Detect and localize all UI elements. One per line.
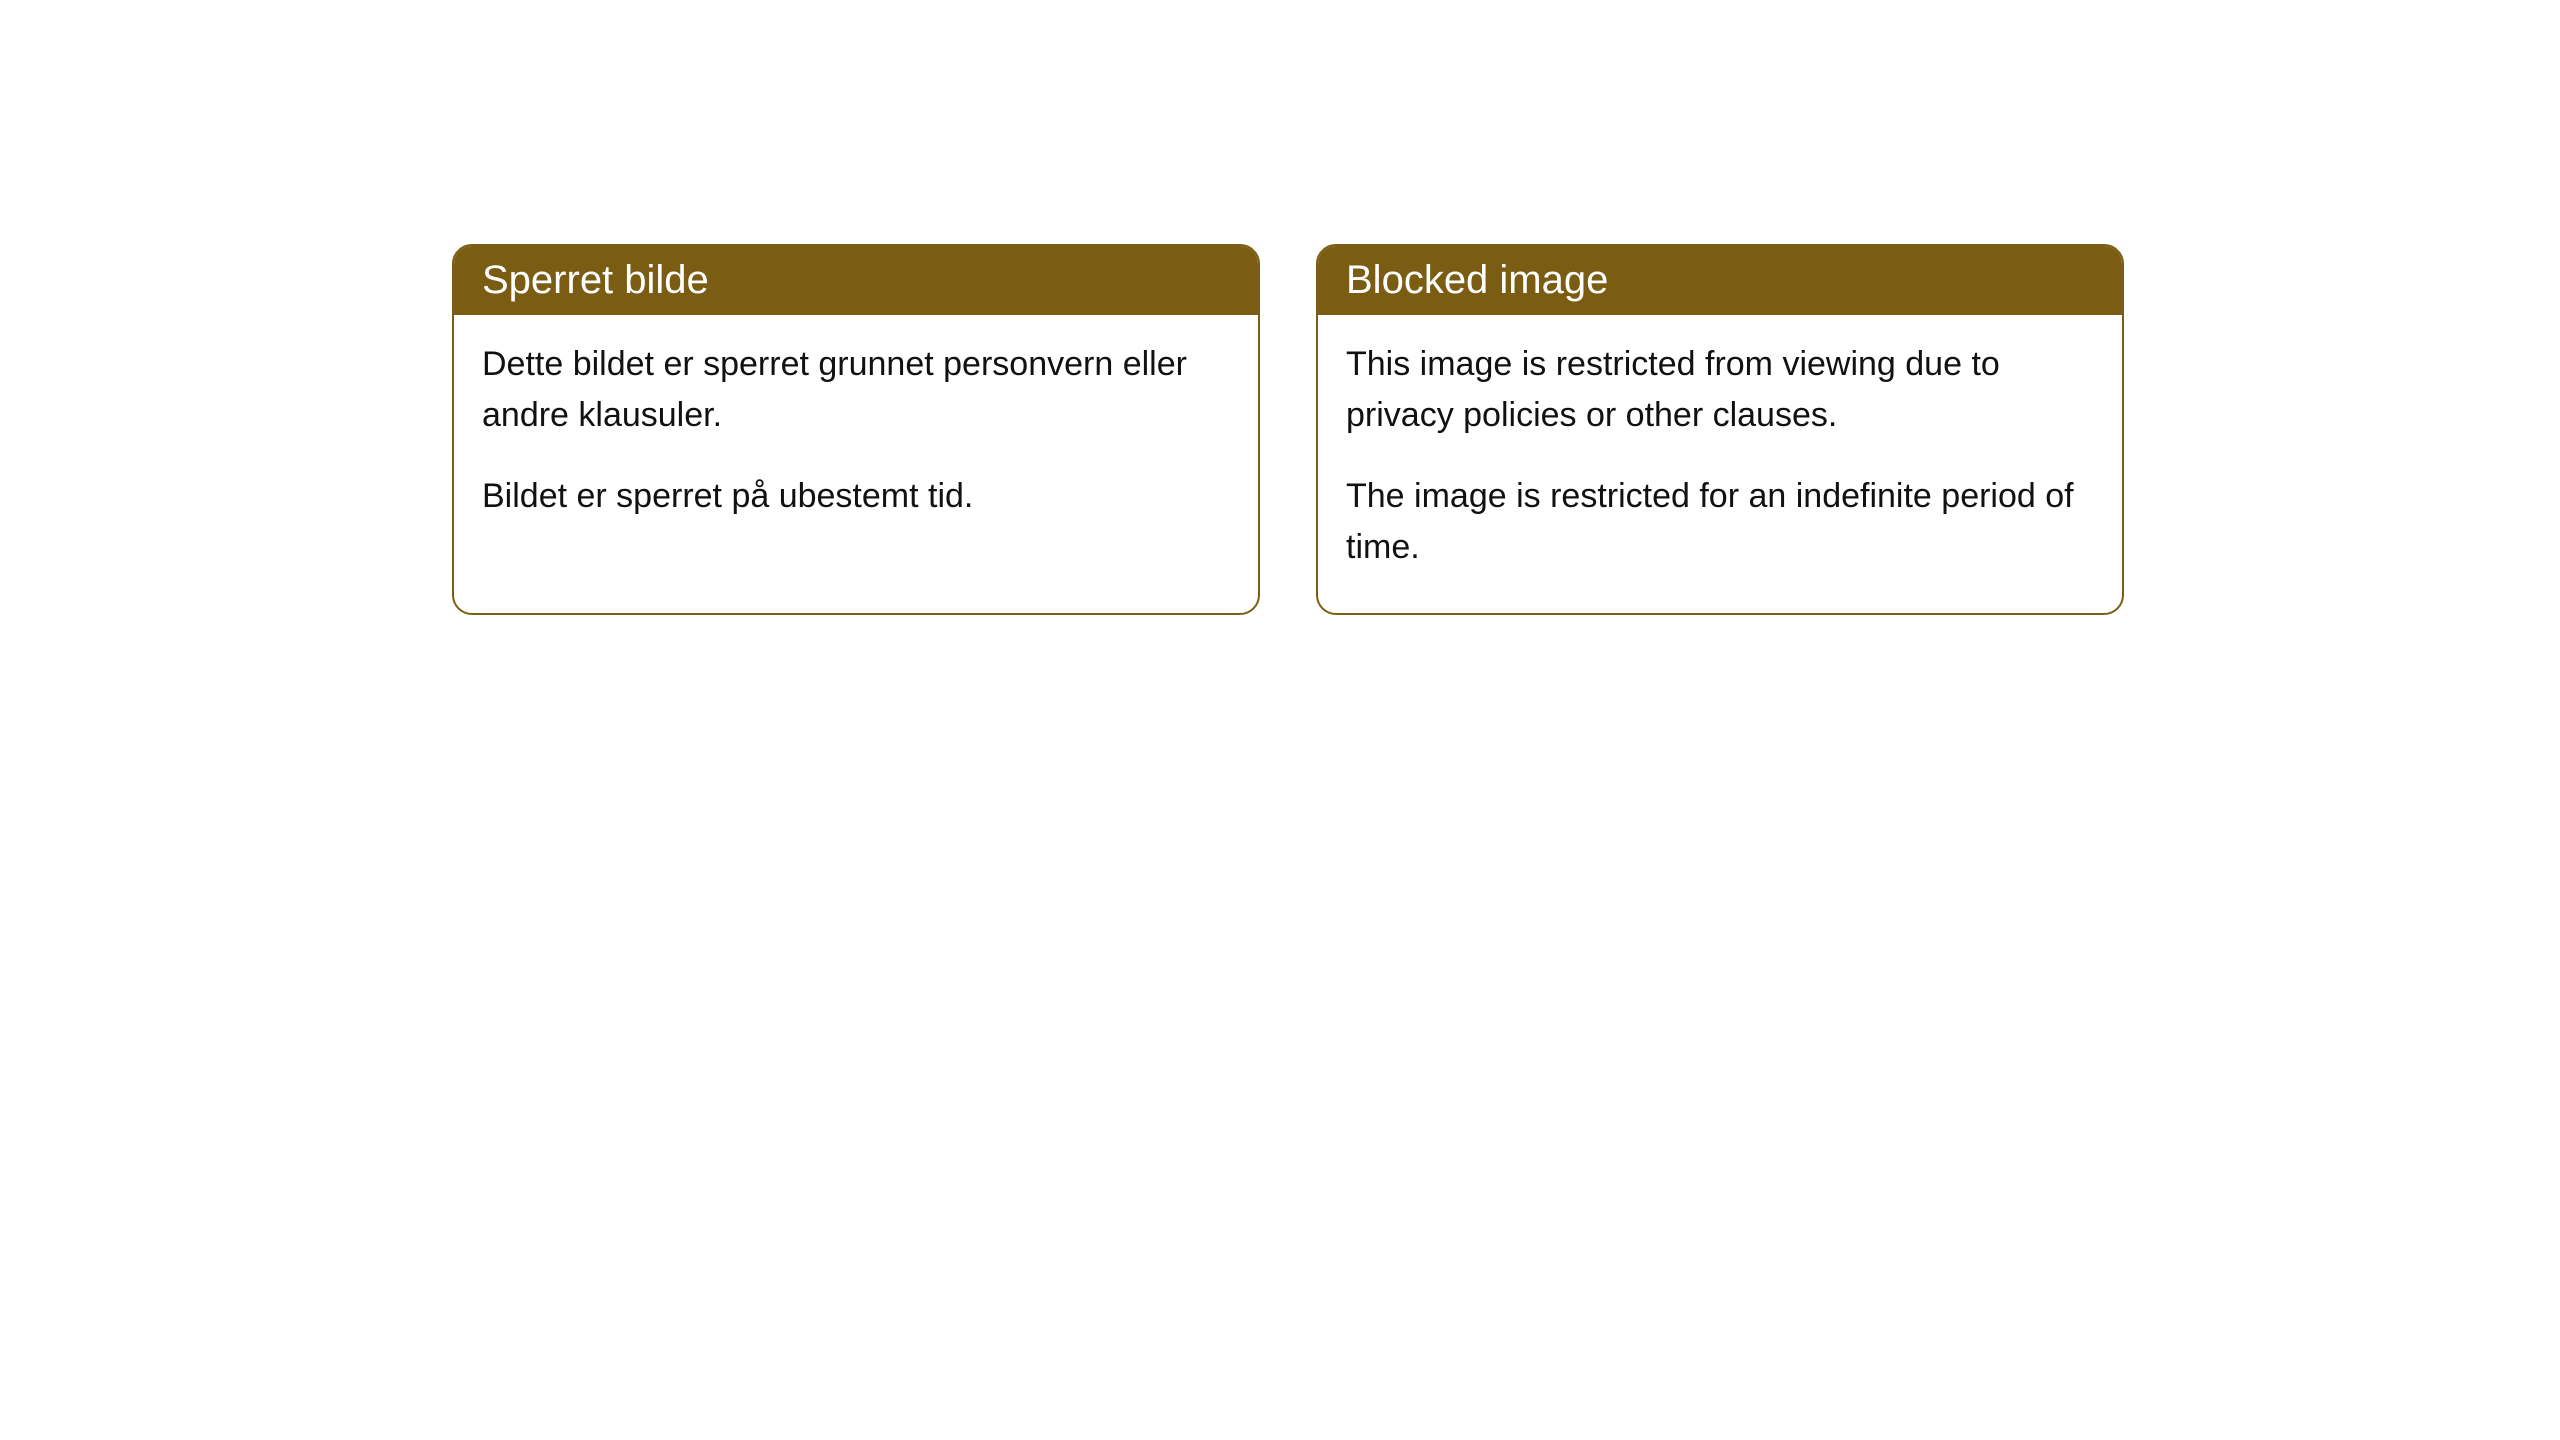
card-paragraph: The image is restricted for an indefinit… [1346,471,2094,573]
card-title: Sperret bilde [482,258,709,302]
card-paragraph: Dette bildet er sperret grunnet personve… [482,339,1230,441]
card-paragraph: Bildet er sperret på ubestemt tid. [482,471,1230,522]
card-title: Blocked image [1346,258,1608,302]
blocked-image-card-norwegian: Sperret bilde Dette bildet er sperret gr… [452,244,1260,615]
card-header-english: Blocked image [1318,246,2122,315]
blocked-image-card-english: Blocked image This image is restricted f… [1316,244,2124,615]
card-paragraph: This image is restricted from viewing du… [1346,339,2094,441]
card-body-norwegian: Dette bildet er sperret grunnet personve… [454,315,1258,562]
card-header-norwegian: Sperret bilde [454,246,1258,315]
notice-cards-container: Sperret bilde Dette bildet er sperret gr… [452,244,2124,615]
card-body-english: This image is restricted from viewing du… [1318,315,2122,613]
